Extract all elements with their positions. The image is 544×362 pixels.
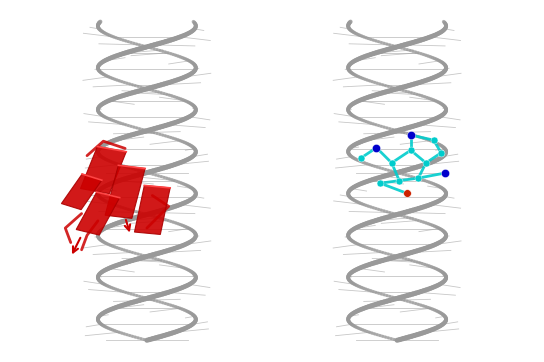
Point [429, 137, 438, 143]
Polygon shape [76, 192, 120, 235]
Point [403, 190, 411, 196]
Point [372, 145, 381, 151]
Point [422, 160, 430, 166]
Point [441, 170, 449, 176]
Point [376, 180, 385, 186]
Point [414, 175, 423, 181]
Point [387, 160, 396, 166]
Polygon shape [105, 165, 145, 218]
Polygon shape [61, 174, 102, 210]
Polygon shape [134, 185, 170, 235]
Polygon shape [81, 147, 126, 194]
Point [357, 155, 366, 161]
Point [395, 178, 404, 184]
Point [406, 132, 415, 138]
Point [406, 147, 415, 153]
Point [437, 150, 446, 156]
